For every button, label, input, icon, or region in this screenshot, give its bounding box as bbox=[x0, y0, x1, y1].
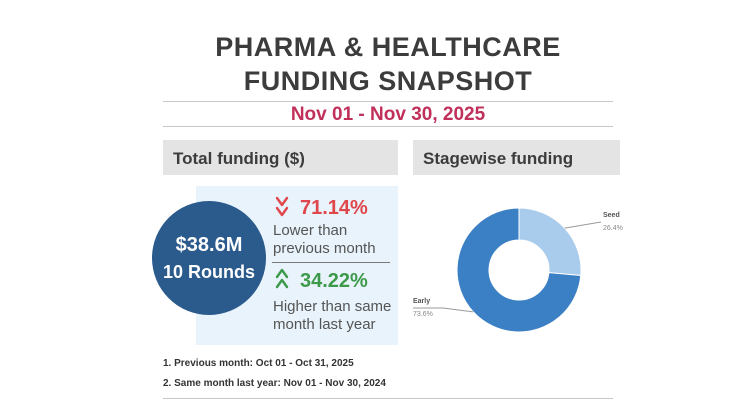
previous-month-description: Lower than previous month bbox=[273, 222, 376, 257]
previous-month-change: 71.14% bbox=[300, 197, 368, 219]
double-chevron-up-icon bbox=[275, 268, 289, 289]
date-range: Nov 01 - Nov 30, 2025 bbox=[290, 104, 486, 125]
slice-label-early: Early bbox=[413, 298, 430, 305]
total-funding-rounds: 10 Rounds bbox=[162, 262, 255, 282]
total-funding-amount: $38.6M bbox=[175, 234, 243, 256]
title-line-1: PHARMA & HEALTHCARE bbox=[215, 32, 561, 62]
leader-line-seed bbox=[564, 221, 602, 229]
slice-label-seed: Seed bbox=[603, 212, 620, 219]
total-funding-header: Total funding ($) bbox=[163, 140, 398, 175]
double-chevron-down-icon bbox=[275, 196, 289, 217]
divider-footer bbox=[163, 398, 613, 399]
slice-value-early: 73.6% bbox=[413, 311, 433, 318]
donut-slice-early bbox=[456, 207, 582, 333]
title-line-2: FUNDING SNAPSHOT bbox=[243, 66, 533, 96]
last-year-change: 34.22% bbox=[300, 270, 368, 292]
divider-bottom bbox=[163, 126, 613, 127]
divider-top bbox=[163, 101, 613, 102]
footnote-last-year: 2. Same month last year: Nov 01 - Nov 30… bbox=[163, 378, 386, 389]
footnote-previous-month: 1. Previous month: Oct 01 - Oct 31, 2025 bbox=[163, 358, 354, 369]
slice-value-seed: 26.4% bbox=[603, 225, 623, 232]
total-funding-circle: $38.6M 10 Rounds bbox=[152, 201, 266, 315]
donut-slice-seed bbox=[518, 207, 582, 276]
stagewise-funding-header: Stagewise funding bbox=[413, 140, 620, 175]
kpi-divider bbox=[272, 262, 390, 263]
leader-line-early bbox=[413, 307, 474, 313]
last-year-description: Higher than same month last year bbox=[273, 298, 392, 333]
stagewise-donut-chart: Seed 26.4% Early 73.6% bbox=[413, 207, 623, 333]
